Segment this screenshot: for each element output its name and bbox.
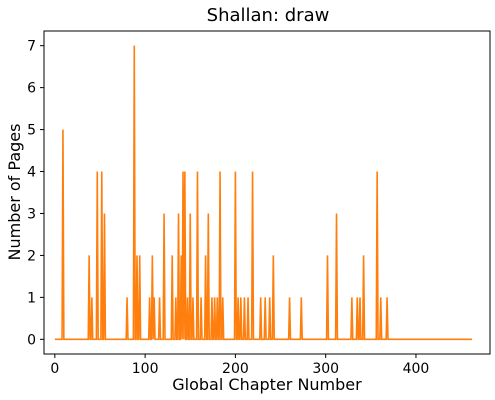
y-tick-label: 2 xyxy=(27,248,36,264)
plot-frame xyxy=(43,30,491,355)
x-tick-label: 300 xyxy=(312,361,339,377)
y-tick-label: 3 xyxy=(27,206,36,222)
plot-area xyxy=(54,45,472,341)
x-tick-label: 0 xyxy=(50,361,59,377)
x-tick-label: 200 xyxy=(222,361,249,377)
y-axis-label: Number of Pages xyxy=(5,124,24,261)
y-tick-label: 5 xyxy=(27,123,36,139)
y-tick-label: 7 xyxy=(27,39,36,55)
y-tick-label: 1 xyxy=(27,290,36,306)
y-axis: 0 1 2 3 4 5 6 7 xyxy=(27,39,44,348)
x-axis-label: Global Chapter Number xyxy=(172,375,362,394)
series-line xyxy=(54,45,472,341)
y-tick-label: 0 xyxy=(27,332,36,348)
x-tick-label: 100 xyxy=(132,361,159,377)
x-axis: 0 100 200 300 400 xyxy=(50,354,429,377)
chart-title: Shallan: draw xyxy=(207,5,330,26)
y-tick-label: 4 xyxy=(27,165,36,181)
x-tick-label: 400 xyxy=(403,361,430,377)
y-tick-label: 6 xyxy=(27,81,36,97)
